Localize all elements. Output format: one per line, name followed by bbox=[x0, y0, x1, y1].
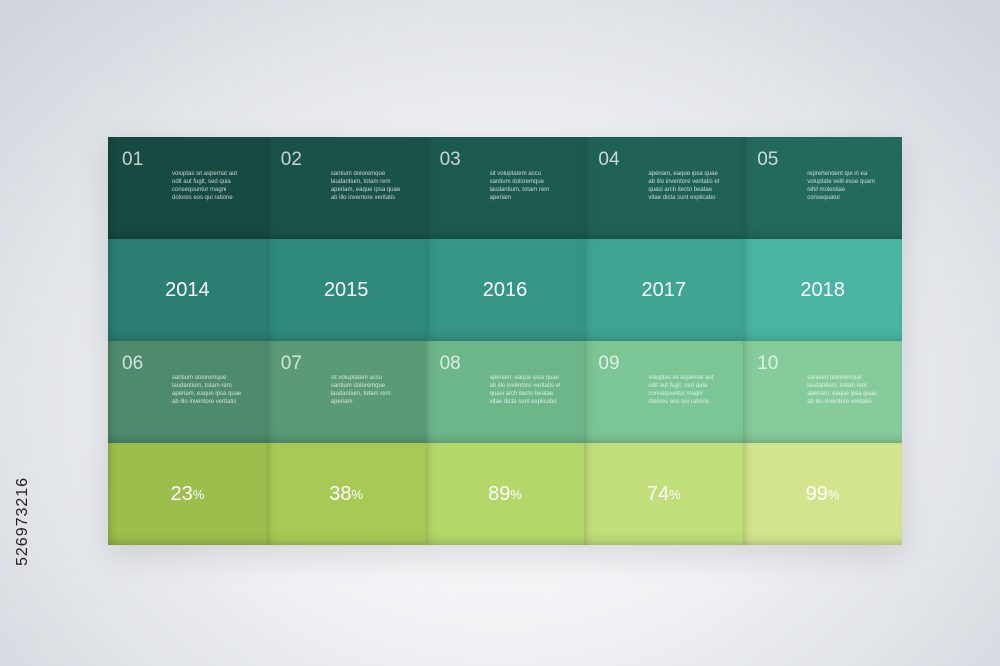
step-text: voluptas sit aspernat aut odit aut fugit… bbox=[648, 375, 714, 405]
step-number: 07 bbox=[280, 353, 302, 374]
year-cell: 2015 bbox=[266, 239, 426, 341]
year-label: 2014 bbox=[165, 278, 210, 301]
percent-number: 23 bbox=[170, 482, 193, 505]
stock-id: 526973216 bbox=[14, 476, 31, 566]
year-label: 2017 bbox=[641, 278, 687, 301]
step-number: 08 bbox=[439, 353, 461, 374]
step-text: santium doloremque laudantium, totam rem… bbox=[807, 375, 877, 405]
percent-value: 99% bbox=[743, 443, 902, 545]
percent-sign: % bbox=[351, 486, 364, 502]
percent-value: 23% bbox=[108, 443, 267, 545]
infographic-table: 01 voluptas sit aspernat aut odit aut fug… bbox=[108, 137, 902, 545]
percent-cell: 99% bbox=[743, 443, 902, 545]
percent-value: 89% bbox=[426, 443, 585, 545]
text-cell: 03 sit voluptatem accu santium doloremque… bbox=[425, 137, 585, 239]
step-text: santium doloremque laudantium, totam rem… bbox=[172, 375, 242, 405]
percent-cell: 89% bbox=[425, 443, 585, 545]
step-number: 02 bbox=[280, 149, 302, 170]
year-label: 2016 bbox=[482, 278, 528, 301]
year-cell: 2018 bbox=[743, 239, 902, 341]
percent-sign: % bbox=[827, 486, 840, 502]
percent-value: 38% bbox=[267, 443, 426, 545]
step-text: voluptas sit aspernat aut odit aut fugit… bbox=[172, 171, 238, 201]
step-text: aperiam, eaque ipsa quae ab illo invento… bbox=[489, 375, 561, 405]
percent-cell: 23% bbox=[108, 443, 267, 545]
step-number: 01 bbox=[122, 149, 144, 170]
text-cell: 07 sit voluptatem accu santium doloremque… bbox=[266, 341, 426, 443]
text-cell: 10 santium doloremque laudantium, totam r… bbox=[743, 341, 902, 443]
text-cell: 04 aperiam, eaque ipsa quae ab illo inven… bbox=[584, 137, 744, 239]
percent-number: 74 bbox=[646, 482, 670, 505]
step-text: sit voluptatem accu santium doloremque l… bbox=[489, 171, 550, 201]
percent-sign: % bbox=[669, 486, 681, 502]
text-cell: 01 voluptas sit aspernat aut odit aut fug… bbox=[108, 137, 267, 239]
step-text: reprehendent qui in ea voluptate velit e… bbox=[807, 171, 875, 201]
year-label: 2015 bbox=[323, 278, 369, 301]
step-number: 06 bbox=[122, 353, 144, 374]
text-cell: 08 aperiam, eaque ipsa quae ab illo inven… bbox=[425, 341, 585, 443]
text-cell: 06 santium doloremque laudantium, totam r… bbox=[108, 341, 267, 443]
percent-number: 99 bbox=[805, 482, 828, 505]
step-number: 10 bbox=[757, 353, 779, 374]
step-number: 09 bbox=[598, 353, 620, 374]
step-text: sit voluptatem accu santium doloremque l… bbox=[330, 375, 391, 405]
percent-cell: 74% bbox=[584, 443, 744, 545]
year-cell: 2016 bbox=[425, 239, 585, 341]
year-label: 2018 bbox=[800, 278, 845, 301]
percent-sign: % bbox=[192, 486, 205, 502]
percent-cell: 38% bbox=[266, 443, 426, 545]
percent-number: 89 bbox=[488, 482, 511, 505]
step-number: 04 bbox=[598, 149, 620, 170]
percent-sign: % bbox=[510, 486, 522, 502]
text-cell: 09 voluptas sit aspernat aut odit aut fug… bbox=[584, 341, 744, 443]
step-number: 03 bbox=[439, 149, 461, 170]
year-cell: 2017 bbox=[584, 239, 744, 341]
percent-value: 74% bbox=[584, 443, 743, 545]
text-cell: 02 santium doloremque laudantium, totam r… bbox=[266, 137, 426, 239]
step-text: santium doloremque laudantium, totam rem… bbox=[330, 171, 401, 201]
percent-number: 38 bbox=[329, 482, 352, 505]
step-number: 05 bbox=[757, 149, 779, 170]
year-cell: 2014 bbox=[108, 239, 267, 341]
step-text: aperiam, eaque ipsa quae ab illo invento… bbox=[648, 171, 720, 201]
text-cell: 05 reprehendent qui in ea voluptate velit… bbox=[743, 137, 902, 239]
